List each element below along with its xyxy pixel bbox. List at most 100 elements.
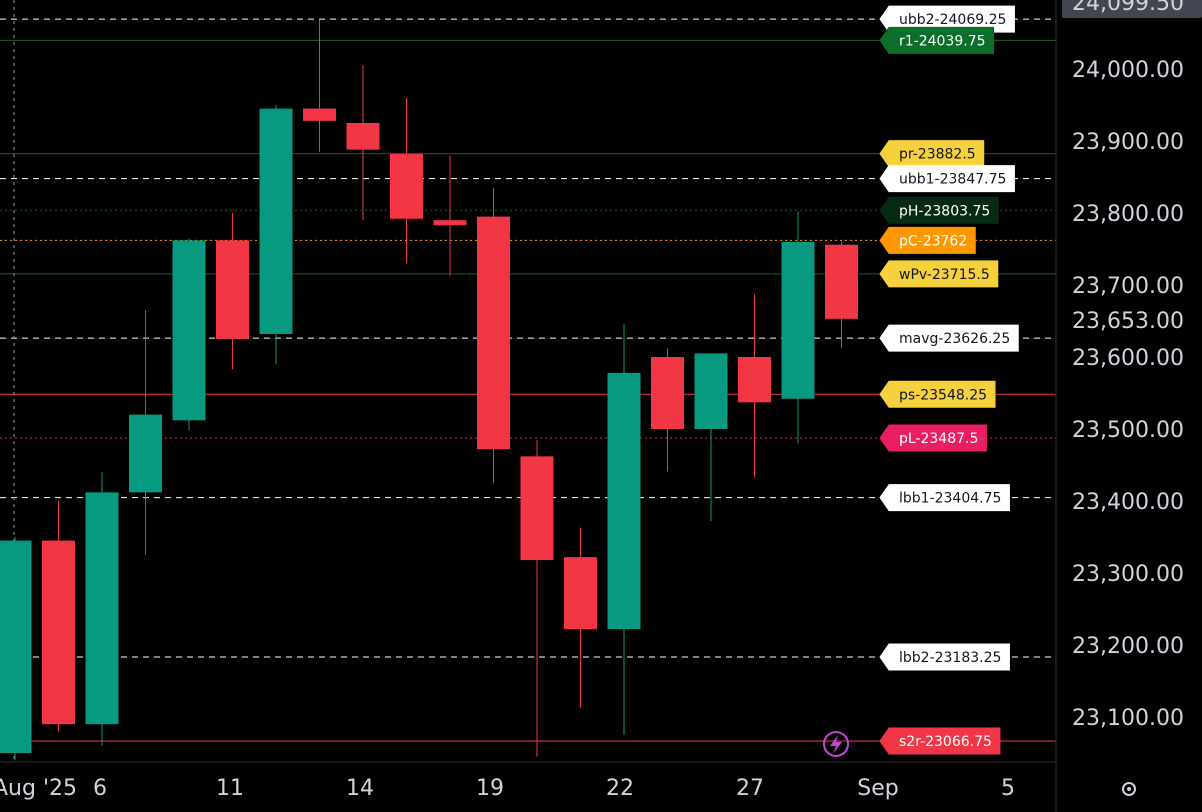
level-tag-3[interactable]: ubb1-23847.75 xyxy=(879,165,1015,193)
level-tag-8[interactable]: ps-23548.25 xyxy=(879,380,996,408)
level-tag-label: lbb2-23183.25 xyxy=(899,650,1001,666)
candle-12 xyxy=(520,439,554,757)
candle-body xyxy=(346,123,380,150)
top-price-tag: 24,099.50 xyxy=(1062,0,1202,18)
candle-19 xyxy=(825,241,858,349)
level-tag-bg xyxy=(879,165,1015,193)
level-tag-bg xyxy=(879,196,999,224)
candle-body xyxy=(477,216,510,450)
settings-gear-icon[interactable] xyxy=(1122,782,1136,796)
level-tag-2[interactable]: pr-23882.5 xyxy=(879,140,985,168)
level-tag-10[interactable]: lbb1-23404.75 xyxy=(879,484,1010,512)
candle-16 xyxy=(694,353,728,522)
candle-body xyxy=(216,240,249,339)
level-tag-11[interactable]: lbb2-23183.25 xyxy=(879,643,1010,671)
candle-7 xyxy=(303,20,336,152)
candle-body xyxy=(0,540,32,753)
level-tag-5[interactable]: pC-23762 xyxy=(879,226,976,254)
level-tag-bg xyxy=(879,260,999,288)
candle-8 xyxy=(346,65,380,221)
level-tag-label: ubb1-23847.75 xyxy=(899,172,1006,188)
level-tag-label: ubb2-24069.25 xyxy=(899,12,1006,28)
candle-18 xyxy=(781,211,815,444)
level-tag-6[interactable]: wPv-23715.5 xyxy=(879,260,999,288)
candle-body xyxy=(259,108,293,334)
candle-13 xyxy=(564,527,597,708)
candle-body xyxy=(303,108,336,121)
candle-4 xyxy=(172,238,206,431)
candle-2 xyxy=(85,472,119,746)
level-tag-bg xyxy=(879,324,1019,352)
top-price-label: 24,099.50 xyxy=(1072,0,1184,16)
candle-body xyxy=(520,456,554,561)
level-tag-1[interactable]: r1-24039.75 xyxy=(879,26,995,54)
level-tag-0[interactable]: ubb2-24069.25 xyxy=(879,5,1015,33)
level-tag-label: mavg-23626.25 xyxy=(899,331,1010,347)
candle-14 xyxy=(607,323,641,735)
candle-body xyxy=(42,540,75,725)
level-tag-bg xyxy=(879,140,985,168)
level-tag-bg xyxy=(879,484,1010,512)
level-tags[interactable]: ubb2-24069.25 r1-24039.75 pr-23882.5 ubb1-2… xyxy=(879,5,1019,755)
level-tag-label: pH-23803.75 xyxy=(899,203,990,219)
level-tag-4[interactable]: pH-23803.75 xyxy=(879,196,999,224)
candle-3 xyxy=(129,310,162,555)
time-axis[interactable]: Aug '25 6 11 14 19 22 27 Sep 5 xyxy=(0,776,1015,801)
time-tick-label: 27 xyxy=(736,776,764,801)
price-tick-label: 23,800.00 xyxy=(1072,202,1184,227)
time-tick-label: 22 xyxy=(606,776,634,801)
level-tag-label: lbb1-23404.75 xyxy=(899,491,1001,507)
price-tick-label: 23,700.00 xyxy=(1072,274,1184,299)
candle-11 xyxy=(477,187,510,483)
alert-lightning-icon[interactable] xyxy=(823,731,849,757)
candle-body xyxy=(390,153,423,219)
level-tag-bg xyxy=(879,26,995,54)
time-tick-label: Sep xyxy=(857,776,898,801)
candle-1 xyxy=(42,501,75,732)
level-tag-label: ps-23548.25 xyxy=(899,387,987,403)
candle-body xyxy=(607,372,641,630)
current-price-label: 23,653.00 xyxy=(1072,309,1184,334)
price-tick-label: 23,100.00 xyxy=(1072,706,1184,731)
candles xyxy=(0,20,858,761)
candle-body xyxy=(738,357,771,403)
time-tick-label: Aug '25 xyxy=(0,776,77,801)
candle-body xyxy=(781,241,815,399)
current-price-tag: 23,653.00 xyxy=(1072,309,1184,334)
candle-body xyxy=(433,220,467,226)
level-tag-label: wPv-23715.5 xyxy=(899,267,990,283)
candle-body xyxy=(564,557,597,630)
level-tag-bg xyxy=(879,380,996,408)
level-tag-9[interactable]: pL-23487.5 xyxy=(879,424,987,452)
candle-5 xyxy=(216,213,249,370)
level-tag-7[interactable]: mavg-23626.25 xyxy=(879,324,1019,352)
level-tag-label: pL-23487.5 xyxy=(899,431,978,447)
price-tick-label: 24,000.00 xyxy=(1072,58,1184,83)
price-axis[interactable]: 23,100.00 23,200.00 23,300.00 23,400.00 23,5… xyxy=(1072,58,1184,731)
candle-body xyxy=(825,244,858,319)
candle-body xyxy=(651,357,684,429)
level-tag-bg xyxy=(879,727,1001,755)
candle-body xyxy=(129,414,162,493)
candle-0 xyxy=(0,537,32,761)
price-tick-label: 23,400.00 xyxy=(1072,490,1184,515)
candle-10 xyxy=(433,155,467,276)
level-tag-12[interactable]: s2r-23066.75 xyxy=(879,727,1001,755)
level-tag-label: pC-23762 xyxy=(899,233,967,249)
price-tick-label: 23,200.00 xyxy=(1072,634,1184,659)
price-tick-label: 23,300.00 xyxy=(1072,562,1184,587)
price-tick-label: 23,500.00 xyxy=(1072,418,1184,443)
time-tick-label: 14 xyxy=(346,776,374,801)
candle-body xyxy=(172,240,206,421)
time-tick-label: 5 xyxy=(1001,776,1015,801)
candle-body xyxy=(85,492,119,725)
time-tick-label: 6 xyxy=(93,776,107,801)
price-tick-label: 23,900.00 xyxy=(1072,130,1184,155)
candle-body xyxy=(694,353,728,429)
level-tag-label: pr-23882.5 xyxy=(899,147,976,163)
price-tick-label: 23,600.00 xyxy=(1072,346,1184,371)
level-tag-bg xyxy=(879,424,987,452)
level-tag-label: r1-24039.75 xyxy=(899,33,986,49)
time-tick-label: 19 xyxy=(476,776,504,801)
